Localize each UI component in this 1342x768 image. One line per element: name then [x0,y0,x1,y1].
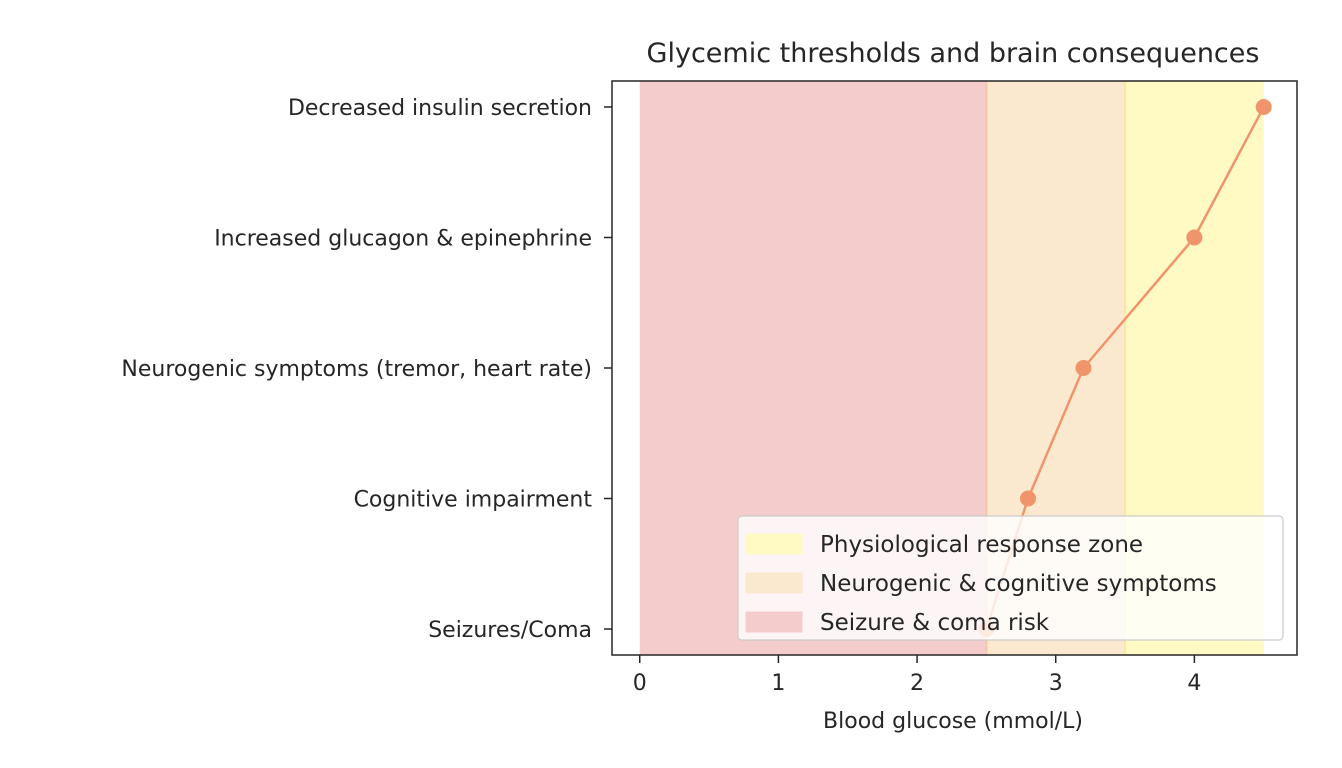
legend-swatch-0 [745,533,803,555]
legend-swatch-2 [745,611,803,633]
legend: Physiological response zone Neurogenic & … [737,515,1284,641]
data-point-4 [1255,99,1272,115]
data-point-2 [1075,360,1092,376]
y-tick-label-0: Seizures/Coma [428,618,592,643]
x-tick-label-4: 4 [1187,671,1201,696]
y-tick-label-1: Cognitive impairment [354,488,593,513]
x-tick-label-3: 3 [1049,671,1063,696]
legend-label-2: Seizure & coma risk [820,610,1050,636]
data-point-1 [1019,490,1036,507]
x-tick-label-0: 0 [633,671,647,696]
legend-swatch-1 [745,572,803,594]
x-tick-label-1: 1 [771,671,785,696]
y-tick-label-2: Neurogenic symptoms (tremor, heart rate) [121,357,592,382]
ticks-layer: 0 1 2 3 4 Seizures/Coma Cognitive impairment Ne… [121,96,1201,696]
chart-title: Glycemic thresholds and brain consequenc… [647,38,1260,69]
y-tick-label-3: Increased glucagon & epinephrine [214,227,592,252]
legend-box [737,515,1284,641]
data-point-3 [1186,229,1203,246]
x-axis-label: Blood glucose (mmol/L) [823,709,1083,734]
y-tick-label-4: Decreased insulin secretion [288,96,592,121]
x-tick-label-2: 2 [910,671,924,696]
legend-label-0: Physiological response zone [820,532,1143,558]
legend-label-1: Neurogenic & cognitive symptoms [820,571,1217,597]
